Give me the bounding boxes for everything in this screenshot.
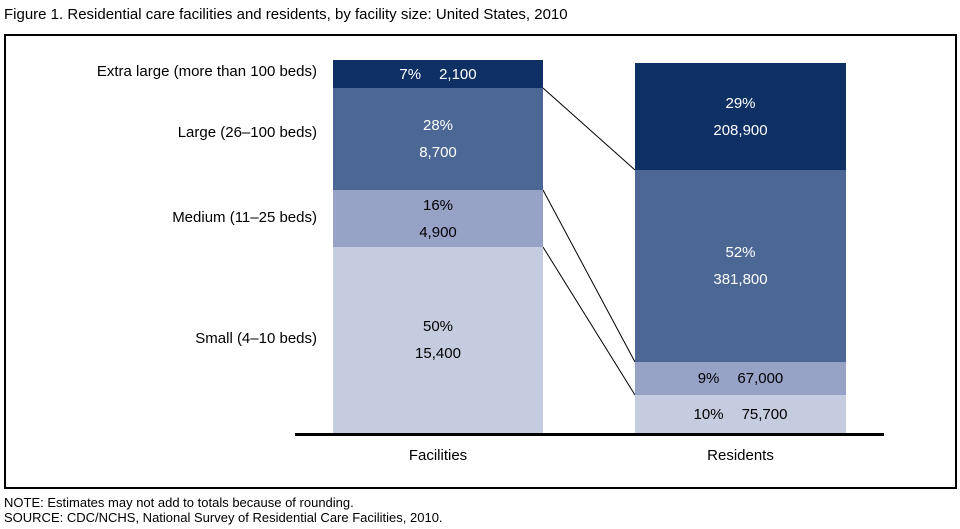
residents-segment-large: 52% 381,800 xyxy=(635,170,846,362)
segment-value-label: 67,000 xyxy=(737,370,784,387)
segment-value-label: 75,700 xyxy=(741,405,788,423)
segment-label: 9% 67,000 xyxy=(635,362,846,395)
segment-label: 50% 15,400 xyxy=(333,247,543,433)
segment-pct-label: 52% xyxy=(725,244,756,261)
segment-value-label: 15,400 xyxy=(415,345,461,362)
segment-label: 7% 2,100 xyxy=(333,60,543,88)
axis-label-facilities: Facilities xyxy=(408,447,468,464)
source-text: SOURCE: CDC/NCHS, National Survey of Res… xyxy=(4,510,443,525)
segment-pct-label: 28% xyxy=(422,117,454,134)
category-label-large: Large (26–100 beds) xyxy=(177,124,317,141)
segment-label: 16% 4,900 xyxy=(333,190,543,247)
connector-line-medium xyxy=(542,246,636,396)
segment-pct-label: 10% xyxy=(693,405,724,423)
x-axis-line xyxy=(295,433,884,436)
facilities-segment-large: 28% 8,700 xyxy=(333,88,543,190)
facilities-segment-medium: 16% 4,900 xyxy=(333,190,543,247)
segment-pct-label: 29% xyxy=(725,94,756,112)
segment-label: 28% 8,700 xyxy=(333,88,543,190)
segment-label: 10% 75,700 xyxy=(635,395,846,433)
segment-pct-label: 9% xyxy=(697,370,720,387)
segment-pct-label: 50% xyxy=(422,318,454,335)
segment-pct-label: 7% xyxy=(399,65,422,83)
connector-lines xyxy=(542,87,636,396)
connector-line-large xyxy=(542,189,636,363)
segment-value-label: 2,100 xyxy=(439,65,477,83)
axis-label-residents: Residents xyxy=(707,447,774,464)
segment-value-label: 8,700 xyxy=(419,144,457,161)
segment-value-label: 208,900 xyxy=(713,121,768,139)
category-label-extra-large: Extra large (more than 100 beds) xyxy=(96,63,317,80)
residents-segment-small: 10% 75,700 xyxy=(635,395,846,433)
residents-segment-extra-large: 29% 208,900 xyxy=(635,63,846,170)
note-text: NOTE: Estimates may not add to totals be… xyxy=(4,495,354,510)
residents-segment-medium: 9% 67,000 xyxy=(635,362,846,395)
residents-stacked-bar: 29% 208,900 52% 381,800 9% 67,000 10% xyxy=(635,63,846,433)
chart-area: Extra large (more than 100 beds) Large (… xyxy=(4,34,957,489)
figure-title: Figure 1. Residential care facilities an… xyxy=(4,6,568,23)
facilities-stacked-bar: 7% 2,100 28% 8,700 16% 4,900 50% 1 xyxy=(333,60,543,433)
category-label-small: Small (4–10 beds) xyxy=(195,330,317,347)
segment-value-label: 381,800 xyxy=(713,271,768,288)
facilities-segment-small: 50% 15,400 xyxy=(333,247,543,433)
segment-label: 29% 208,900 xyxy=(635,63,846,170)
connector-line-extra-large xyxy=(542,87,636,171)
facilities-segment-extra-large: 7% 2,100 xyxy=(333,60,543,88)
segment-value-label: 4,900 xyxy=(419,223,457,241)
segment-pct-label: 16% xyxy=(422,196,454,214)
category-label-medium: Medium (11–25 beds) xyxy=(172,209,317,226)
segment-label: 52% 381,800 xyxy=(635,170,846,362)
